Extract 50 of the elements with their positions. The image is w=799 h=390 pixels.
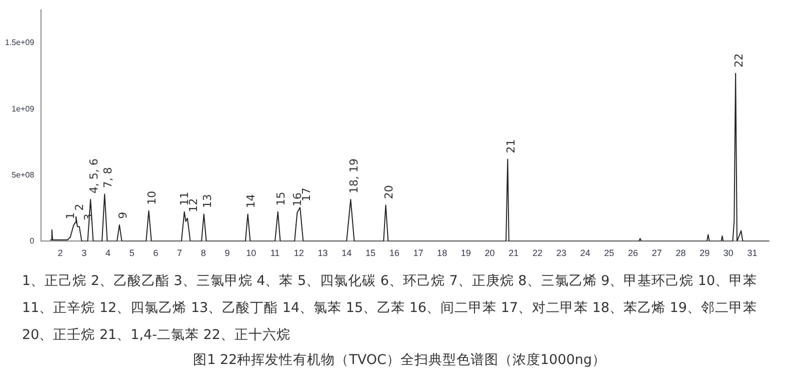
- annotation: 3: [82, 214, 96, 221]
- x-tick-label: 8: [200, 248, 206, 258]
- x-tick-label: 6: [153, 248, 158, 258]
- x-tick-label: 25: [604, 248, 614, 258]
- x-tick-label: 26: [628, 248, 638, 258]
- x-tick-label: 22: [532, 248, 543, 258]
- x-tick-label: 9: [224, 248, 230, 258]
- y-tick-label: 1.5e+09: [5, 38, 35, 48]
- x-tick-label: 31: [747, 248, 758, 258]
- annotation: 22: [732, 53, 746, 68]
- x-tick-label: 21: [508, 248, 519, 258]
- x-tick-label: 24: [580, 248, 590, 258]
- x-tick-label: 28: [676, 248, 686, 258]
- x-tick-label: 19: [460, 248, 471, 258]
- x-tick-label: 4: [105, 248, 110, 258]
- x-tick-label: 7: [177, 248, 182, 258]
- x-tick-label: 13: [318, 248, 328, 258]
- x-tick-label: 3: [82, 248, 87, 258]
- annotation: 18, 19: [348, 158, 361, 194]
- annotation: 13: [200, 194, 214, 208]
- x-tick-label: 10: [246, 248, 256, 258]
- annotation: 10: [146, 190, 159, 205]
- x-tick-label: 30: [723, 248, 734, 258]
- annotation: 15: [274, 192, 288, 206]
- x-tick-label: 5: [129, 248, 134, 258]
- annotation: 21: [504, 139, 518, 154]
- x-tick-label: 20: [484, 248, 495, 258]
- x-tick-label: 16: [389, 248, 400, 258]
- text: 图1 22种挥发性有机物（TVOC）全扫典型色谱图（浓度1000ng）: [192, 351, 607, 369]
- x-tick-label: 17: [413, 248, 424, 258]
- annotation: 14: [244, 194, 258, 208]
- x-tick-label: 12: [294, 248, 304, 258]
- x-tick-label: 11: [270, 248, 280, 258]
- y-tick-label: 1e+09: [12, 104, 35, 114]
- y-tick-label: 5e+08: [12, 170, 35, 180]
- x-tick-label: 29: [700, 248, 710, 258]
- x-tick-label: 27: [652, 248, 662, 258]
- x-tick-label: 2: [58, 248, 63, 258]
- annotation: 9: [116, 212, 130, 219]
- annotation: 4, 5, 6: [87, 158, 100, 194]
- x-tick-label: 14: [342, 248, 352, 258]
- annotation: 2: [73, 204, 86, 211]
- text: 1、正己烷 2、乙酸乙酯 3、三氯甲烷 4、苯 5、四氯化碳 6、环己烷 7、正庚烷 8、三氯乙烯 9、甲基环己烷 10、甲苯 11、正辛烷 12、四氯乙烯 13、乙酸丁酯 14、氯苯 15、乙苯 16、间二甲苯 17、对二甲苯 18、苯乙烯 19、邻二甲苯 20、正壬烷 21、1,4-二氯苯 22、正十六烷: [22, 272, 758, 345]
- x-tick-label: 23: [556, 248, 566, 258]
- x-tick-label: 18: [437, 248, 448, 258]
- y-tick-label: 0: [30, 236, 35, 246]
- annotation: 7, 8: [101, 167, 114, 188]
- x-tick-label: 15: [365, 248, 376, 258]
- annotation: 20: [382, 185, 396, 200]
- annotation: 1: [64, 212, 78, 220]
